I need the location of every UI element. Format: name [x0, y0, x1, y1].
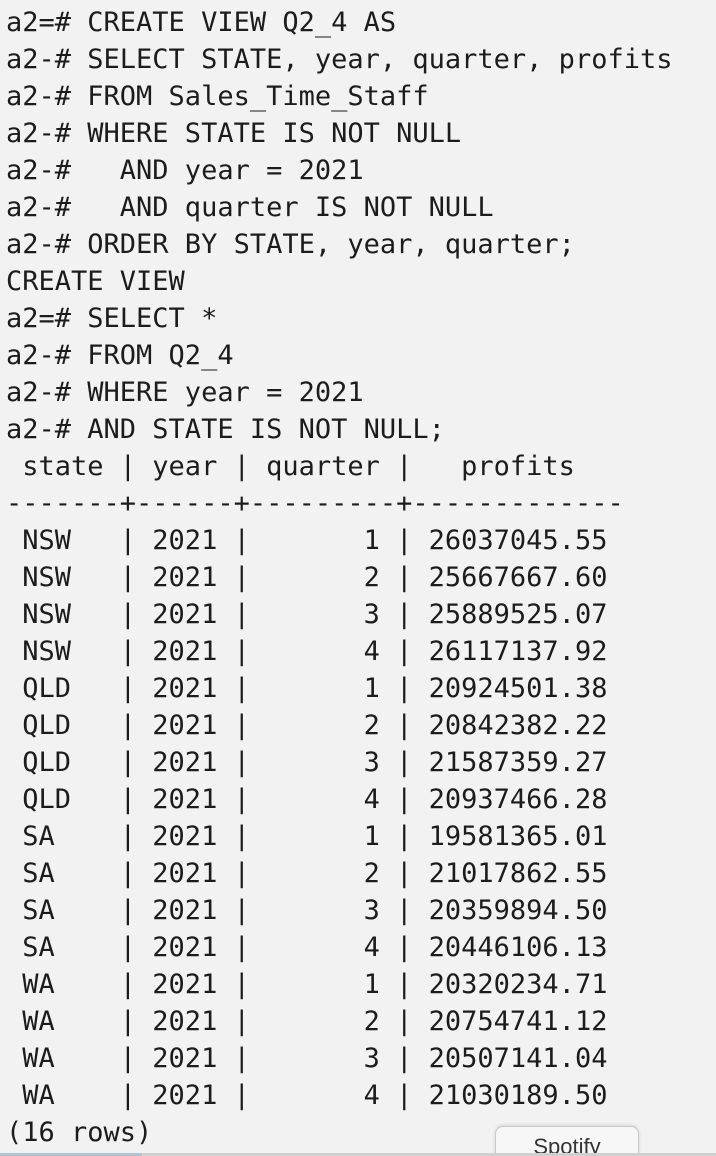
table-row: SA | 2021 | 1 | 19581365.01 [6, 821, 608, 852]
table-row: QLD | 2021 | 4 | 20937466.28 [6, 784, 608, 815]
terminal-line: a2-# SELECT STATE, year, quarter, profit… [6, 44, 673, 75]
terminal-line: a2-# FROM Sales_Time_Staff [6, 81, 429, 112]
table-row: WA | 2021 | 1 | 20320234.71 [6, 969, 608, 1000]
table-row: SA | 2021 | 4 | 20446106.13 [6, 932, 608, 963]
terminal-line: a2-# AND quarter IS NOT NULL [6, 192, 494, 223]
terminal-line: a2-# AND STATE IS NOT NULL; [6, 414, 445, 445]
spotify-dock-tab[interactable]: Spotify [495, 1126, 639, 1156]
table-row: WA | 2021 | 4 | 21030189.50 [6, 1080, 608, 1111]
spotify-tab-label: Spotify [533, 1134, 601, 1156]
table-row: NSW | 2021 | 1 | 26037045.55 [6, 525, 608, 556]
terminal-line: a2-# ORDER BY STATE, year, quarter; [6, 229, 575, 260]
table-row: NSW | 2021 | 4 | 26117137.92 [6, 636, 608, 667]
terminal-line: a2-# WHERE STATE IS NOT NULL [6, 118, 462, 149]
terminal-line: a2=# SELECT * [6, 303, 218, 334]
table-row: QLD | 2021 | 3 | 21587359.27 [6, 747, 608, 778]
table-row: WA | 2021 | 3 | 20507141.04 [6, 1043, 608, 1074]
table-row: NSW | 2021 | 3 | 25889525.07 [6, 599, 608, 630]
table-row: QLD | 2021 | 1 | 20924501.38 [6, 673, 608, 704]
table-row: SA | 2021 | 3 | 20359894.50 [6, 895, 608, 926]
terminal-line: a2-# AND year = 2021 [6, 155, 364, 186]
terminal-output[interactable]: a2=# CREATE VIEW Q2_4 AS a2-# SELECT STA… [6, 4, 714, 1150]
bottom-edge-bar [0, 1153, 716, 1156]
terminal-line: a2=# CREATE VIEW Q2_4 AS [6, 7, 397, 38]
terminal-line: CREATE VIEW [6, 266, 185, 297]
terminal-line: a2-# WHERE year = 2021 [6, 377, 364, 408]
result-table-separator: -------+------+---------+------------- [6, 488, 624, 519]
result-table-header: state | year | quarter | profits [6, 451, 575, 482]
terminal-line: a2-# FROM Q2_4 [6, 340, 234, 371]
table-row: WA | 2021 | 2 | 20754741.12 [6, 1006, 608, 1037]
table-row: QLD | 2021 | 2 | 20842382.22 [6, 710, 608, 741]
table-row: SA | 2021 | 2 | 21017862.55 [6, 858, 608, 889]
bottom-edge-accent [0, 1153, 142, 1156]
row-count-footer: (16 rows) [6, 1117, 153, 1148]
table-row: NSW | 2021 | 2 | 25667667.60 [6, 562, 608, 593]
